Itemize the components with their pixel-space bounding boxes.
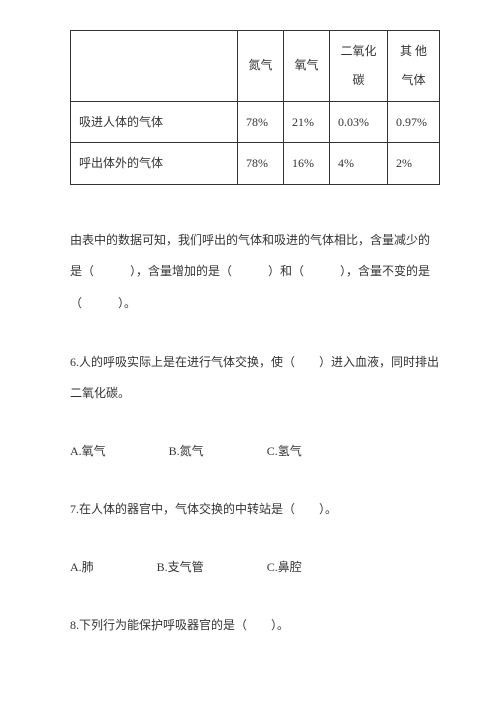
header-other: 其 他 气体 <box>388 31 440 102</box>
question-6-text: 6.人的呼吸实际上是在进行气体交换，使（ ）进入血液，同时排出二氧化碳。 <box>70 347 440 409</box>
question-5-text: 由表中的数据可知，我们呼出的气体和吸进的气体相比，含量减少的是（ ），含量增加的… <box>70 225 440 319</box>
header-empty <box>71 31 238 102</box>
table-header-row: 氮气 氧气 二氧化碳 其 他 气体 <box>71 31 440 102</box>
cell: 16% <box>284 143 330 185</box>
row-label-exhale: 呼出体外的气体 <box>71 143 238 185</box>
row-label-inhale: 吸进人体的气体 <box>71 101 238 143</box>
option-c: C.鼻腔 <box>267 553 302 582</box>
cell: 2% <box>388 143 440 185</box>
question-7-options: A.肺 B.支气管 C.鼻腔 <box>70 553 440 582</box>
option-b: B.支气管 <box>157 553 204 582</box>
option-c: C.氢气 <box>267 437 302 466</box>
header-nitrogen: 氮气 <box>238 31 284 102</box>
question-6-options: A.氧气 B.氮气 C.氢气 <box>70 437 440 466</box>
question-8-text: 8.下列行为能保护呼吸器官的是（ ）。 <box>70 610 440 641</box>
cell: 78% <box>238 143 284 185</box>
table-row: 吸进人体的气体 78% 21% 0.03% 0.97% <box>71 101 440 143</box>
table-row: 呼出体外的气体 78% 16% 4% 2% <box>71 143 440 185</box>
cell: 0.97% <box>388 101 440 143</box>
gas-composition-table: 氮气 氧气 二氧化碳 其 他 气体 吸进人体的气体 78% 21% 0.03% … <box>70 30 440 185</box>
cell: 21% <box>284 101 330 143</box>
header-co2: 二氧化碳 <box>330 31 388 102</box>
cell: 0.03% <box>330 101 388 143</box>
question-7-text: 7.在人体的器官中，气体交换的中转站是（ ）。 <box>70 494 440 525</box>
option-a: A.肺 <box>70 553 94 582</box>
cell: 4% <box>330 143 388 185</box>
option-a: A.氧气 <box>70 437 106 466</box>
option-b: B.氮气 <box>169 437 204 466</box>
header-oxygen: 氧气 <box>284 31 330 102</box>
cell: 78% <box>238 101 284 143</box>
